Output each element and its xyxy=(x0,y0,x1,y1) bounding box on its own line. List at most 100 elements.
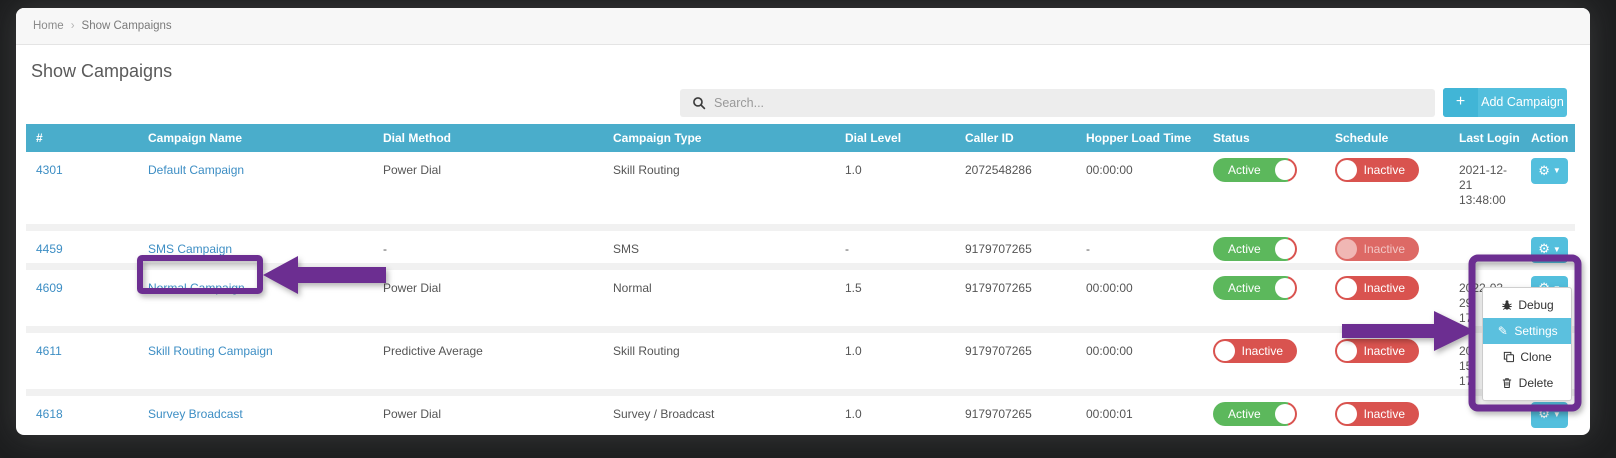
toggle-label: Active xyxy=(1228,241,1261,256)
campaign-name-link[interactable]: Survey Broadcast xyxy=(148,406,243,421)
clone-icon xyxy=(1502,351,1515,363)
trash-icon xyxy=(1501,377,1514,389)
toggle-knob xyxy=(1275,403,1295,424)
cell-dial-level: 1.0 xyxy=(837,329,957,396)
gear-icon: ⚙ xyxy=(1538,242,1550,257)
column-header-schedule: Schedule xyxy=(1327,124,1451,152)
campaign-name-link[interactable]: Skill Routing Campaign xyxy=(148,343,273,358)
plus-icon: + xyxy=(1443,88,1478,117)
toggle-knob xyxy=(1275,160,1295,180)
status-toggle-inactive[interactable]: Inactive xyxy=(1335,236,1419,261)
pencil-icon: ✎ xyxy=(1497,324,1508,338)
column-header-hopper-load-time: Hopper Load Time xyxy=(1078,124,1205,152)
action-gear-button[interactable]: ⚙▼ xyxy=(1531,158,1568,184)
cell-campaign-name: Normal Campaign xyxy=(140,266,375,333)
table-row-4609: 4609 Normal Campaign Power Dial Normal 1.5 91… xyxy=(26,266,1575,333)
toggle-label: Active xyxy=(1228,163,1261,177)
cell-dial-level: - xyxy=(837,227,957,270)
action-gear-button[interactable]: ⚙▼ xyxy=(1531,401,1568,428)
cell-hopper-load-time: 00:00:00 xyxy=(1078,266,1205,333)
app-window: Home › Show Campaigns Show Campaigns + A… xyxy=(16,8,1590,435)
cell-last-login xyxy=(1451,227,1523,270)
cell-caller-id: 9179707265 xyxy=(957,227,1078,270)
cell-campaign-type: Survey / Broadcast xyxy=(605,392,837,435)
cell-action: ⚙▼ xyxy=(1523,227,1575,270)
menu-item-label: Delete xyxy=(1518,376,1554,390)
cell-dial-method: Power Dial xyxy=(375,266,605,333)
toggle-knob xyxy=(1337,160,1357,180)
menu-item-label: Settings xyxy=(1514,324,1558,338)
breadcrumb-home[interactable]: Home xyxy=(33,20,64,32)
column-header-dial-method: Dial Method xyxy=(375,124,605,152)
last-login-value: 2021-12- 21 13:48:00 xyxy=(1459,163,1508,207)
cell-caller-id: 9179707265 xyxy=(957,266,1078,333)
status-toggle-inactive[interactable]: Inactive xyxy=(1335,158,1419,182)
status-toggle-inactive[interactable]: Inactive xyxy=(1213,338,1297,363)
cell-campaign-type: Skill Routing xyxy=(605,152,837,231)
table-row-4618: 4618 Survey Broadcast Power Dial Survey / B… xyxy=(26,392,1575,435)
search-box xyxy=(680,89,1435,117)
cell-campaign-type: Normal xyxy=(605,266,837,333)
cell-campaign-id: 4301 xyxy=(26,152,140,231)
cell-campaign-type: SMS xyxy=(605,227,837,270)
menu-item-delete[interactable]: Delete xyxy=(1483,370,1571,396)
toggle-knob xyxy=(1275,238,1295,259)
bug-icon xyxy=(1500,299,1513,311)
campaign-id-link[interactable]: 4301 xyxy=(36,163,63,177)
status-toggle-active[interactable]: Active xyxy=(1213,236,1297,261)
cell-campaign-type: Skill Routing xyxy=(605,329,837,396)
add-campaign-button[interactable]: + Add Campaign xyxy=(1443,88,1567,117)
column-header-caller-id: Caller ID xyxy=(957,124,1078,152)
table-row-4459: 4459 SMS Campaign - SMS -9179707265- Active In… xyxy=(26,227,1575,270)
campaign-name-link[interactable]: Normal Campaign xyxy=(148,280,245,295)
action-gear-button[interactable]: ⚙▼ xyxy=(1531,236,1568,263)
toggle-knob xyxy=(1215,340,1235,361)
column-header-campaign-type: Campaign Type xyxy=(605,124,837,152)
cell-dial-level: 1.0 xyxy=(837,392,957,435)
cell-dial-level: 1.5 xyxy=(837,266,957,333)
cell-dial-method: Predictive Average xyxy=(375,329,605,396)
campaign-id-link[interactable]: 4459 xyxy=(36,241,63,256)
toggle-label: Active xyxy=(1228,280,1261,295)
breadcrumb: Home › Show Campaigns xyxy=(16,8,1590,45)
column-header-dial-level: Dial Level xyxy=(837,124,957,152)
cell-campaign-name: SMS Campaign xyxy=(140,227,375,270)
status-toggle-active[interactable]: Active xyxy=(1213,401,1297,426)
campaign-name-link[interactable]: Default Campaign xyxy=(148,163,245,177)
menu-item-clone[interactable]: Clone xyxy=(1483,344,1571,370)
status-toggle-inactive[interactable]: Inactive xyxy=(1335,338,1419,363)
column-header-action: Action xyxy=(1523,124,1575,152)
cell-caller-id: 2072548286 xyxy=(957,152,1078,231)
campaign-name-link[interactable]: SMS Campaign xyxy=(148,241,233,256)
search-input[interactable] xyxy=(680,89,1435,117)
status-toggle-inactive[interactable]: Inactive xyxy=(1335,401,1419,426)
gear-icon: ⚙ xyxy=(1538,407,1550,422)
cell-last-login: 2021-12- 21 13:48:00 xyxy=(1451,152,1523,231)
campaigns-table-wrap: # Campaign Name Dial Method Campaign Type Di… xyxy=(26,124,1575,435)
cell-hopper-load-time: 00:00:00 xyxy=(1078,152,1205,231)
cell-dial-level: 1.0 xyxy=(837,152,957,231)
cell-action: ⚙▼ xyxy=(1523,152,1575,231)
campaign-id-link[interactable]: 4609 xyxy=(36,280,63,295)
campaign-id-link[interactable]: 4618 xyxy=(36,406,63,421)
campaigns-table: # Campaign Name Dial Method Campaign Type Di… xyxy=(26,124,1575,435)
cell-status: Active xyxy=(1205,266,1327,333)
search-icon xyxy=(692,96,706,113)
action-dropdown-menu: Debug ✎ Settings Clone Delete xyxy=(1482,287,1572,401)
status-toggle-active[interactable]: Active xyxy=(1213,275,1297,300)
menu-item-settings[interactable]: ✎ Settings xyxy=(1483,318,1571,344)
menu-item-label: Clone xyxy=(1520,350,1552,364)
breadcrumb-current: Show Campaigns xyxy=(81,20,172,32)
cell-dial-method: - xyxy=(375,227,605,270)
status-toggle-active[interactable]: Active xyxy=(1213,158,1297,182)
cell-dial-method: Power Dial xyxy=(375,152,605,231)
table-header-row: # Campaign Name Dial Method Campaign Type Di… xyxy=(26,124,1575,152)
cell-status: Active xyxy=(1205,392,1327,435)
toggle-label: Inactive xyxy=(1363,343,1405,358)
status-toggle-inactive[interactable]: Inactive xyxy=(1335,275,1419,300)
cell-schedule: Inactive xyxy=(1327,392,1451,435)
menu-item-debug[interactable]: Debug xyxy=(1483,292,1571,318)
toggle-knob xyxy=(1337,238,1357,259)
cell-hopper-load-time: 00:00:00 xyxy=(1078,329,1205,396)
campaign-id-link[interactable]: 4611 xyxy=(36,343,62,358)
